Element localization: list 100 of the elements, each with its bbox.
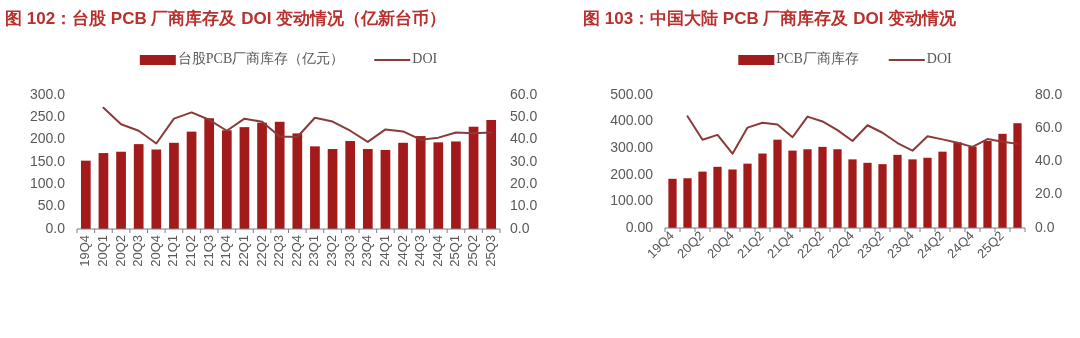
bar bbox=[893, 154, 902, 228]
bar bbox=[327, 149, 338, 229]
x-tick-label: 23Q2 bbox=[324, 235, 339, 267]
bar bbox=[433, 142, 444, 229]
bar bbox=[683, 178, 692, 228]
bar bbox=[668, 178, 677, 228]
bar bbox=[953, 142, 962, 228]
bar bbox=[923, 157, 932, 228]
bar bbox=[788, 150, 797, 228]
bar bbox=[818, 146, 827, 228]
x-tick-label: 20Q1 bbox=[94, 235, 110, 267]
x-tick-label: 21Q2 bbox=[183, 235, 198, 267]
chart-title: 图 103：中国大陆 PCB 厂商库存及 DOI 变动情况 bbox=[583, 9, 958, 28]
x-tick-label: 22Q1 bbox=[235, 235, 251, 267]
x-tick-label: 24Q2 bbox=[394, 235, 410, 267]
x-tick-label: 25Q1 bbox=[447, 235, 463, 267]
bar bbox=[415, 136, 426, 229]
y-tick-label: 250.0 bbox=[29, 108, 66, 125]
y2-tick-label: 40.0 bbox=[1035, 152, 1063, 169]
y-tick-label: 0.00 bbox=[625, 218, 654, 235]
y-tick-label: 100.0 bbox=[29, 175, 66, 192]
x-tick-label: 24Q4 bbox=[429, 235, 445, 267]
legend-label: DOI bbox=[412, 51, 438, 67]
bar bbox=[863, 162, 872, 228]
bar bbox=[848, 159, 857, 228]
bar bbox=[380, 149, 391, 229]
y2-tick-label: 0.0 bbox=[1035, 218, 1055, 235]
bar bbox=[743, 163, 752, 228]
x-tick-label: 25Q2 bbox=[465, 235, 480, 267]
y-tick-label: 400.00 bbox=[610, 112, 654, 129]
bar bbox=[151, 149, 162, 229]
bar bbox=[98, 153, 109, 229]
bar bbox=[833, 149, 842, 228]
x-tick-label: 21Q3 bbox=[200, 235, 216, 267]
y-tick-label: 300.00 bbox=[610, 138, 654, 155]
x-tick-label: 22Q3 bbox=[271, 235, 287, 267]
y2-tick-label: 60.0 bbox=[1035, 118, 1063, 135]
bar bbox=[713, 166, 722, 228]
bar bbox=[998, 133, 1007, 228]
bar bbox=[803, 149, 812, 228]
x-tick-label: 25Q3 bbox=[482, 235, 498, 267]
chart-title: 图 102：台股 PCB 厂商库存及 DOI 变动情况（亿新台币） bbox=[5, 9, 447, 28]
bar bbox=[186, 131, 197, 229]
x-tick-label: 23Q1 bbox=[306, 235, 322, 267]
y2-tick-label: 20.0 bbox=[1035, 185, 1063, 202]
bar bbox=[310, 146, 320, 229]
bar bbox=[758, 153, 767, 228]
x-tick-label: 22Q2 bbox=[253, 235, 269, 267]
x-tick-label: 21Q4 bbox=[218, 235, 234, 267]
legend-label: PCB厂商库存 bbox=[776, 51, 859, 67]
bar bbox=[398, 142, 408, 229]
bar bbox=[468, 126, 479, 229]
line-series bbox=[686, 115, 1019, 155]
x-tick-label: 20Q4 bbox=[147, 235, 163, 267]
y2-tick-label: 40.0 bbox=[510, 130, 538, 147]
y-tick-label: 200.00 bbox=[610, 165, 654, 182]
bar bbox=[221, 130, 232, 229]
x-tick-label: 20Q2 bbox=[112, 235, 128, 267]
x-tick-label: 24Q3 bbox=[412, 235, 428, 267]
bar bbox=[133, 144, 144, 229]
bar bbox=[169, 142, 179, 229]
y2-tick-label: 30.0 bbox=[510, 152, 538, 169]
y-tick-label: 100.00 bbox=[610, 192, 654, 209]
x-tick-label: 24Q1 bbox=[376, 235, 392, 267]
x-tick-label: 20Q3 bbox=[130, 235, 146, 267]
bar bbox=[80, 160, 91, 229]
x-tick-label: 19Q4 bbox=[77, 235, 93, 267]
x-tick-label: 23Q4 bbox=[359, 235, 375, 267]
y-tick-label: 50.0 bbox=[37, 197, 66, 214]
bar bbox=[878, 164, 887, 228]
y2-tick-label: 0.0 bbox=[510, 219, 530, 236]
bar bbox=[908, 159, 917, 228]
line-series bbox=[102, 106, 493, 145]
bar bbox=[698, 171, 707, 228]
bar bbox=[116, 151, 126, 229]
bar bbox=[345, 141, 356, 229]
x-tick-label: 23Q3 bbox=[341, 235, 357, 267]
y2-tick-label: 60.0 bbox=[510, 85, 538, 102]
bar bbox=[257, 122, 267, 229]
bar bbox=[292, 133, 303, 229]
bar bbox=[728, 169, 737, 228]
bar bbox=[486, 120, 497, 229]
legend-label: 台股PCB厂商库存（亿元） bbox=[177, 51, 345, 67]
x-tick-label: 21Q1 bbox=[165, 235, 181, 267]
y2-tick-label: 20.0 bbox=[510, 175, 538, 192]
y-tick-label: 300.0 bbox=[29, 85, 66, 102]
bar bbox=[239, 127, 250, 229]
bar bbox=[274, 121, 285, 229]
y-tick-label: 150.0 bbox=[29, 152, 66, 169]
bar bbox=[938, 151, 947, 228]
y-tick-label: 0.0 bbox=[45, 219, 66, 236]
y-tick-label: 200.0 bbox=[29, 130, 66, 147]
x-tick-label: 22Q4 bbox=[288, 235, 304, 267]
y2-tick-label: 50.0 bbox=[510, 108, 538, 125]
bar bbox=[362, 149, 373, 229]
legend-label: DOI bbox=[926, 51, 953, 67]
bar bbox=[968, 146, 977, 228]
bar bbox=[451, 141, 461, 229]
y2-tick-label: 10.0 bbox=[510, 197, 538, 214]
bar bbox=[204, 118, 215, 229]
